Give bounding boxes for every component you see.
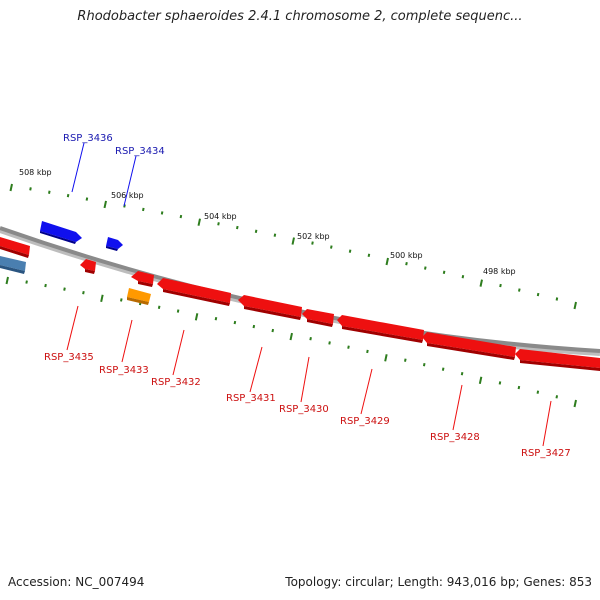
inner-tick-5	[100, 294, 104, 303]
gene-partial-steel-left[interactable]	[0, 256, 26, 274]
inner-tick-22	[422, 362, 426, 367]
inner-tick-12	[233, 320, 237, 325]
outer-tick-0	[9, 183, 13, 192]
outer-tick-30	[573, 301, 577, 310]
tick-label-498: 498 kbp	[483, 267, 516, 276]
gene-partial-red-left[interactable]	[0, 237, 30, 258]
outer-tick-23	[442, 270, 446, 275]
outer-tick-25	[479, 279, 483, 287]
outer-tick-7	[142, 207, 145, 212]
outer-tick-16	[311, 241, 314, 245]
gene-label-RSP_3434[interactable]: RSP_3434	[115, 146, 165, 157]
inner-tick-20	[384, 354, 388, 362]
inner-tick-21	[404, 358, 407, 362]
inner-tick-15	[289, 332, 293, 341]
outer-tick-24	[461, 275, 465, 279]
inner-tick-29	[555, 395, 559, 399]
outer-tick-10	[197, 218, 201, 226]
gene-label-RSP_3430[interactable]: RSP_3430	[279, 404, 329, 415]
inner-tick-19	[366, 349, 369, 354]
outer-tick-4	[85, 197, 89, 201]
inner-tick-2	[44, 283, 47, 288]
inner-tick-10	[194, 313, 199, 321]
outer-tick-12	[236, 225, 239, 230]
inner-tick-3	[63, 287, 66, 291]
outer-tick-14	[273, 233, 277, 237]
outer-tick-28	[536, 292, 540, 297]
tick-label-506: 506 kbp	[111, 191, 144, 200]
outer-tick-13	[254, 229, 258, 234]
gene-label-RSP_3435[interactable]: RSP_3435	[44, 352, 94, 363]
inner-tick-27	[517, 385, 521, 390]
gene-label-RSP_3433[interactable]: RSP_3433	[99, 365, 149, 376]
inner-tick-23	[441, 367, 445, 371]
inner-tick-13	[252, 324, 256, 329]
outer-tick-11	[217, 222, 220, 226]
gene-label-RSP_3432[interactable]: RSP_3432	[151, 377, 201, 388]
outer-tick-1	[29, 187, 32, 191]
inner-tick-1	[25, 280, 28, 284]
inner-tick-14	[271, 328, 275, 333]
gene-label-RSP_3427[interactable]: RSP_3427	[521, 448, 571, 459]
outer-tick-17	[330, 245, 333, 249]
outer-tick-27	[518, 288, 521, 292]
gene-RSP_3429[interactable]	[337, 315, 424, 343]
outer-tick-26	[499, 283, 502, 288]
gene-leader-lines	[66, 142, 552, 447]
inner-tick-25	[478, 376, 483, 385]
gene-label-RSP_3428[interactable]: RSP_3428	[430, 432, 480, 443]
outer-tick-2	[48, 190, 51, 194]
outer-tick-15	[291, 237, 295, 245]
inner-tick-24	[460, 372, 464, 376]
outer-tick-9	[179, 214, 183, 219]
gene-RSP_3433[interactable]	[127, 288, 151, 305]
outer-tick-22	[424, 266, 427, 270]
tick-label-508: 508 kbp	[19, 168, 52, 177]
gene-RSP_3427[interactable]	[515, 349, 600, 371]
topology-summary-text: Topology: circular; Length: 943,016 bp; …	[285, 575, 592, 589]
map-title: Rhodobacter sphaeroides 2.4.1 chromosome…	[77, 9, 523, 24]
inner-tick-0	[5, 276, 9, 285]
gene-label-RSP_3431[interactable]: RSP_3431	[226, 393, 276, 404]
outer-tick-5	[103, 200, 107, 209]
outer-tick-20	[385, 257, 389, 266]
outer-tick-18	[348, 249, 352, 253]
accession-text: Accession: NC_007494	[8, 575, 145, 589]
gene-RSP_3432[interactable]	[157, 278, 231, 306]
inner-tick-26	[498, 381, 502, 385]
outer-tick-3	[66, 193, 70, 198]
gene-label-RSP_3436[interactable]: RSP_3436	[63, 133, 113, 144]
outer-tick-21	[405, 262, 408, 266]
tick-label-500: 500 kbp	[390, 251, 423, 260]
chromosome-backbone	[0, 226, 600, 353]
inner-tick-8	[157, 305, 161, 309]
inner-tick-9	[176, 309, 180, 313]
chromosome-backbone-shadow	[0, 227, 600, 356]
inner-tick-18	[347, 345, 350, 349]
inner-tick-row	[5, 276, 577, 408]
gene-label-RSP_3429[interactable]: RSP_3429	[340, 416, 390, 427]
inner-tick-4	[82, 291, 85, 295]
outer-tick-8	[160, 211, 164, 215]
tick-label-502: 502 kbp	[297, 232, 330, 241]
gene-RSP_3434[interactable]	[106, 237, 123, 251]
inner-tick-17	[328, 341, 331, 345]
gene-RSP_3430[interactable]	[302, 309, 334, 327]
gene-RSP_3428[interactable]	[422, 332, 516, 360]
inner-tick-16	[309, 337, 312, 341]
gene-RSP_3436[interactable]	[40, 221, 82, 244]
gene-RSP_3433-upper[interactable]	[131, 271, 154, 287]
inner-tick-6	[120, 298, 123, 302]
gene-RSP_3435[interactable]	[80, 259, 96, 274]
outer-tick-row	[9, 183, 577, 310]
inner-tick-28	[536, 390, 540, 394]
outer-tick-19	[367, 253, 371, 257]
outer-tick-29	[555, 297, 559, 301]
inner-tick-11	[214, 316, 218, 321]
inner-tick-30	[573, 399, 577, 408]
gene-RSP_3431[interactable]	[238, 295, 302, 320]
tick-label-504: 504 kbp	[204, 212, 237, 221]
